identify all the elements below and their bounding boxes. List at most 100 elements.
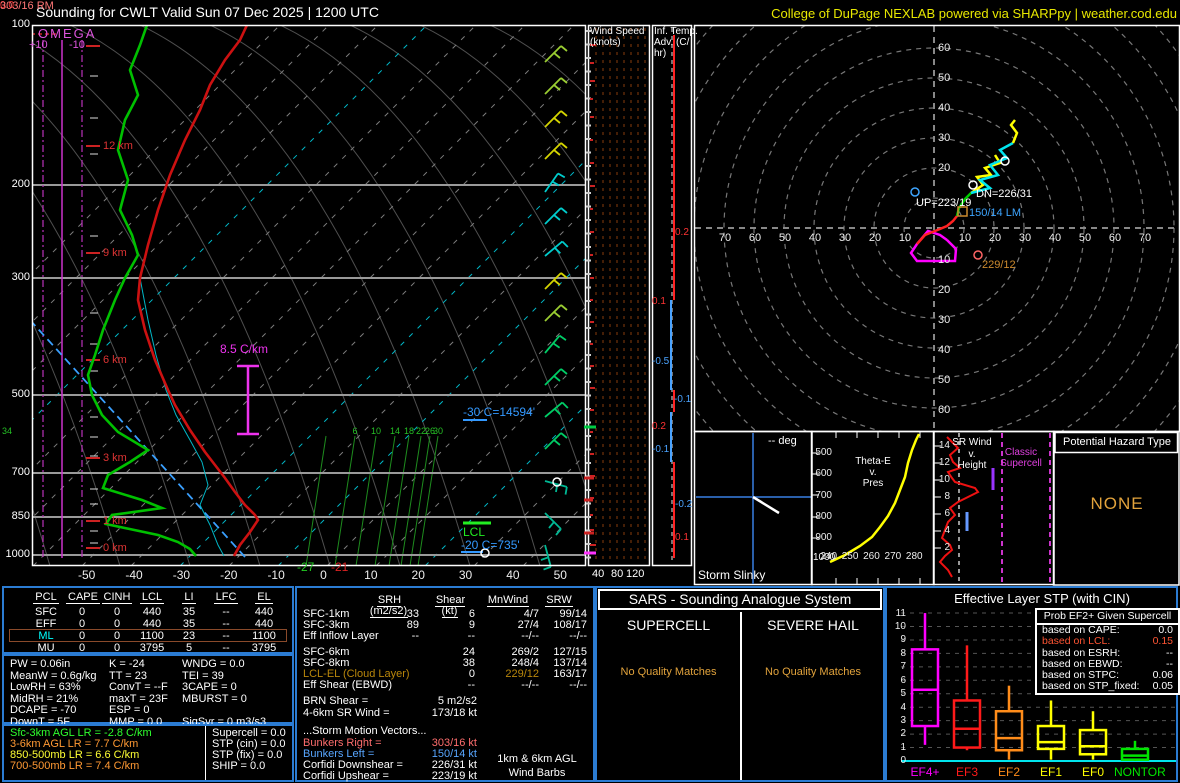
col-header: MnWind	[486, 594, 530, 607]
prob-value: 0.15	[1152, 635, 1173, 648]
composite-value: STP (cin) = 0.0	[212, 738, 286, 750]
advection-value: -0.5	[652, 356, 670, 367]
thetae-y-ticks: 500 600 700 800 900	[814, 442, 832, 548]
hodograph	[693, 24, 1180, 433]
mixing-ratio-label: 14	[389, 426, 400, 436]
prob-row: based on EBWD: --	[1037, 657, 1178, 670]
advection-title: Adv. (C/	[654, 37, 690, 48]
prob-label: based on EBWD:	[1042, 657, 1123, 670]
sr-wind-profile	[938, 436, 980, 578]
brn-shear-row: BRN Shear = 5 m2/s2	[303, 695, 477, 707]
thetae-tick: 280	[905, 551, 923, 562]
composite-value: Supercell = 0.0	[212, 727, 286, 739]
thermo-value: LowRH = 63%	[10, 681, 81, 694]
stp-category-label: NONTOR	[1114, 765, 1166, 779]
kinematics-header: SRH (m2/s2) Shear (kt) MnWind SRW	[297, 594, 593, 618]
site-credit: College of DuPage NEXLAB powered via SHA…	[771, 6, 1177, 21]
prob-label: based on CAPE:	[1042, 624, 1120, 636]
hazard-title: Potential Hazard Type	[1062, 436, 1172, 448]
temp-tick-label: 30	[458, 568, 473, 582]
vector-label: Corfidi Downshear =	[303, 759, 403, 771]
stp-tick: 2	[900, 728, 906, 740]
storm-slinky-inset	[693, 430, 813, 586]
thetae-tick: 500	[815, 447, 832, 458]
parcel-row-ml-selected: ML 0 0 1100 23 -- 1100	[4, 629, 292, 642]
temp-tick-label: -30	[172, 568, 191, 582]
stp-category-label: EF2	[997, 765, 1020, 779]
thetae-tick: 260	[863, 551, 880, 562]
srh-row: SFC-1km 33 6 4/7 99/14	[303, 608, 587, 620]
thetae-tick: 600	[815, 468, 832, 480]
prob-title: Prob EF2+ Given Supercell	[1037, 610, 1178, 625]
srwind-title: Height	[957, 460, 987, 471]
thetae-x-ticks: 240 250 260 270 280	[818, 551, 926, 562]
hodo-tick: 60	[748, 232, 762, 244]
vector-label: Bunkers Left =	[303, 748, 375, 760]
composite-value: SHIP = 0.0	[212, 760, 266, 772]
hodo-vector-label: 150/14 LM	[969, 207, 1021, 219]
sars-supercell-header: SUPERCELL	[626, 617, 711, 633]
hodo-tick: 60	[938, 404, 951, 416]
thermo-value: maxT = 23F	[109, 692, 168, 705]
omega-title: OMEGA	[38, 26, 97, 41]
stp-title: Effective Layer STP (with CIN)	[954, 591, 1130, 606]
srwind-tick: 8	[944, 491, 950, 502]
vector-value: 223/19 kt	[431, 770, 477, 782]
hodo-ticks-left: 70 60 50 40 30 20 10	[710, 232, 920, 244]
hodo-tick: 10	[938, 254, 951, 266]
prob-rows: based on CAPE: 0.0 based on LCL: 0.15 ba…	[1037, 624, 1178, 693]
srwind-tick: 12	[938, 457, 950, 468]
thetae-title: Theta-E	[855, 456, 891, 467]
hodo-tick: 30	[838, 232, 852, 244]
omega-minus-label: -10	[69, 39, 85, 51]
bunkers-left-marker	[910, 187, 920, 197]
thetae-curve	[829, 433, 921, 564]
hodo-vector-label: 303/16 RM	[0, 0, 54, 12]
sounding-title: Sounding for CWLT Valid Sun 07 Dec 2025 …	[36, 4, 379, 20]
stp-tick: 8	[900, 647, 906, 659]
hodo-tick: 40	[808, 232, 822, 244]
temp-axis: -50 -40 -30 -20 -10 0 10 20 30 40 50	[63, 568, 584, 582]
stp-category-label: EF0	[1081, 765, 1104, 779]
advection-title: Inf. Temp.	[654, 26, 698, 37]
shear-row: SFC-6km 24 269/2 127/15	[303, 646, 587, 658]
divider	[740, 612, 742, 780]
mean-wind-marker	[957, 206, 968, 217]
pressure-label: 1000	[5, 548, 30, 560]
bunkers-right-marker	[973, 250, 983, 260]
lapse-rate-value: Sfc-3km AGL LR = -2.8 C/km	[10, 727, 152, 739]
wind-speed-strip	[584, 24, 651, 567]
omega-axis	[33, 33, 83, 558]
thetae-1000-label: 1000	[813, 552, 836, 563]
sars-hail-header: SEVERE HAIL	[767, 617, 859, 633]
barbs-caption: 1km & 6km AGL	[497, 753, 577, 765]
prob-value: 0.05	[1152, 680, 1173, 693]
srh-row: Eff Inflow Layer -- -- --/-- --/--	[303, 630, 587, 642]
thermo-value: MidRH = 21%	[10, 692, 79, 705]
thermo-value: K = -24	[109, 658, 145, 670]
minus20-level-label: -20 C=735'	[461, 538, 520, 552]
divider	[205, 726, 206, 780]
parcel-trace	[33, 321, 246, 558]
hodo-tick: 30	[938, 314, 951, 326]
lapse-rate-value: 700-500mb LR = 7.4 C/km	[10, 760, 140, 772]
thetae-tick: 270	[884, 551, 902, 562]
height-label: 6 km	[103, 354, 127, 366]
hodo-tick: 60	[1108, 232, 1122, 244]
col-header: LI	[182, 591, 196, 604]
srwind-title: v.	[968, 449, 976, 460]
parcel-table-panel: PCL CAPE CINH LCL LI LFC EL SFC 0 0 440 35 --…	[2, 586, 294, 654]
thermo-col2: K = -24 TT = 23 ConvT = --F maxT = 23F ESP =…	[109, 658, 168, 729]
temp-tick-label: 10	[364, 568, 378, 582]
stp-tick: 4	[900, 701, 906, 713]
hodo-tick: 50	[778, 232, 792, 244]
storm-motion-vectors: Bunkers Right = 303/16 kt Bunkers Left =…	[297, 738, 487, 782]
parcel-row-sfc: SFC 0 0 440 35 -- 440	[35, 606, 274, 618]
pressure-label: 700	[11, 466, 30, 478]
height-label: 9 km	[103, 247, 127, 259]
prob-value: 0.0	[1158, 624, 1173, 636]
pressure-label: 200	[11, 178, 30, 190]
lapse-rate-marker	[237, 364, 259, 436]
surface-dewpoint-value: -27	[297, 560, 315, 574]
